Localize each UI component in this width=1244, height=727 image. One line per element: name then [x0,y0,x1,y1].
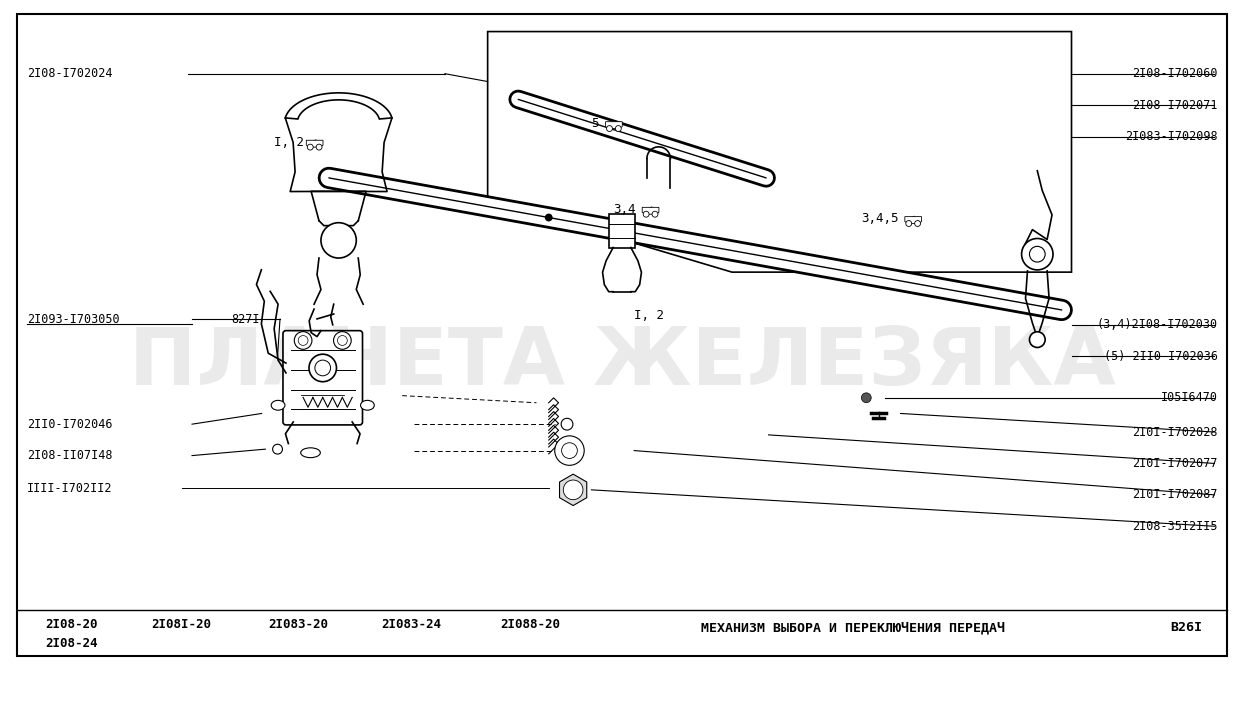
Circle shape [337,336,347,345]
Circle shape [321,222,356,258]
Ellipse shape [271,401,285,410]
Circle shape [1030,332,1045,348]
Polygon shape [904,217,922,223]
Text: 2I08-I702071: 2I08-I702071 [1132,99,1218,111]
Circle shape [1030,246,1045,262]
Circle shape [561,443,577,459]
FancyBboxPatch shape [282,331,362,425]
Circle shape [1021,238,1052,270]
Circle shape [307,144,313,150]
Text: I, 2: I, 2 [274,136,304,149]
Circle shape [906,220,912,226]
Polygon shape [560,474,587,505]
Text: 2I083-I702098: 2I083-I702098 [1126,130,1218,143]
Text: 3,4,5: 3,4,5 [861,212,899,225]
Circle shape [861,393,871,403]
Text: 2I0I-I702028: 2I0I-I702028 [1132,425,1218,438]
Circle shape [315,360,331,376]
Text: 2I08-20: 2I08-20 [46,617,98,630]
Circle shape [545,214,552,222]
Text: 3,4: 3,4 [613,203,636,216]
Text: B26I: B26I [1171,621,1202,634]
Circle shape [316,144,322,150]
Text: 5: 5 [591,117,598,130]
Text: 2I08-24: 2I08-24 [46,637,98,650]
Text: 2I083-24: 2I083-24 [382,617,442,630]
Text: 2I08-I702024: 2I08-I702024 [27,67,113,80]
Ellipse shape [301,448,321,457]
Circle shape [309,354,336,382]
Text: 827I: 827I [231,313,260,326]
Polygon shape [642,207,659,214]
Text: 2I08-II07I48: 2I08-II07I48 [27,449,113,462]
Text: 2II0-I702046: 2II0-I702046 [27,418,113,430]
Circle shape [333,332,351,349]
Polygon shape [606,121,622,129]
Text: I, 2: I, 2 [634,309,664,322]
Circle shape [295,332,312,349]
Text: 2I0I-I702077: 2I0I-I702077 [1132,457,1218,470]
Text: ПЛАНЕТА ЖЕЛЕЗЯКА: ПЛАНЕТА ЖЕЛЕЗЯКА [128,324,1116,403]
Text: IIII-I702II2: IIII-I702II2 [27,482,113,495]
Circle shape [643,212,649,217]
Text: МЕХАНИЗМ ВЫБОРА И ПЕРЕКЛЮЧЕНИЯ ПЕРЕДАЧ: МЕХАНИЗМ ВЫБОРА И ПЕРЕКЛЮЧЕНИЯ ПЕРЕДАЧ [702,621,1005,634]
Text: I05I6470: I05I6470 [1161,391,1218,404]
Circle shape [652,212,658,217]
Ellipse shape [361,401,374,410]
Circle shape [555,436,585,465]
Circle shape [299,336,309,345]
Bar [608,214,636,247]
Circle shape [914,220,921,226]
Text: (3,4)2I08-I702030: (3,4)2I08-I702030 [1097,318,1218,332]
Text: 2I08-I702060: 2I08-I702060 [1132,67,1218,80]
Text: 2I08I-20: 2I08I-20 [152,617,211,630]
Polygon shape [285,93,392,119]
Text: 2I088-20: 2I088-20 [500,617,560,630]
Circle shape [561,418,573,430]
Circle shape [607,126,612,132]
Circle shape [616,126,621,132]
Text: 2I083-20: 2I083-20 [267,617,327,630]
Circle shape [272,444,282,454]
Text: (5) 2II0-I702036: (5) 2II0-I702036 [1105,350,1218,363]
Text: 2I08-35I2II5: 2I08-35I2II5 [1132,520,1218,533]
Circle shape [564,480,583,499]
Text: 2I093-I703050: 2I093-I703050 [27,313,119,326]
Text: 2I0I-I702087: 2I0I-I702087 [1132,489,1218,502]
Polygon shape [306,140,323,147]
